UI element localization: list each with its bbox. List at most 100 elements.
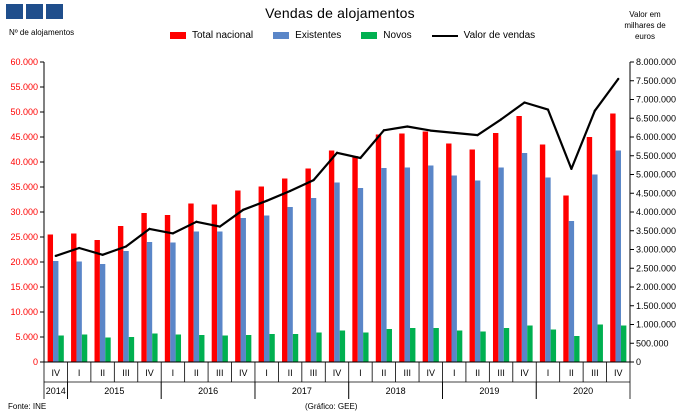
quarter-label: IV: [614, 368, 623, 378]
quarter-label: I: [78, 368, 81, 378]
quarter-label: III: [216, 368, 224, 378]
right-axis-tick-label: 5.500.000: [636, 151, 676, 161]
line-point-sales-value: [124, 245, 128, 248]
quarter-label: I: [265, 368, 268, 378]
bar-new: [269, 334, 275, 362]
left-axis-tick-label: 50.000: [10, 107, 38, 117]
bar-total: [305, 168, 311, 362]
bar-total: [586, 137, 593, 362]
bar-existing: [263, 215, 270, 362]
right-axis-tick-label: 6.000.000: [636, 132, 676, 142]
bar-existing: [521, 153, 528, 362]
bar-total: [282, 178, 288, 362]
bar-existing: [428, 165, 434, 362]
bar-existing: [170, 242, 176, 362]
line-point-sales-value: [546, 108, 550, 111]
bar-new: [199, 335, 205, 362]
bar-existing: [334, 182, 340, 362]
bar-new: [574, 336, 580, 362]
line-point-sales-value: [617, 77, 620, 80]
line-point-sales-value: [195, 220, 198, 223]
bar-existing: [545, 177, 551, 362]
bar-new: [550, 329, 557, 362]
year-label: 2020: [573, 386, 593, 396]
legend-item-total: Total nacional: [170, 30, 253, 41]
bar-existing: [615, 150, 621, 362]
bar-new: [410, 328, 416, 362]
year-label: 2016: [198, 386, 218, 396]
legend-label-value: Valor de vendas: [463, 30, 536, 41]
bar-new: [175, 334, 182, 362]
bar-total: [446, 143, 452, 362]
bar-total: [164, 215, 171, 362]
left-axis-tick-label: 15.000: [10, 282, 38, 292]
bar-total: [469, 149, 475, 362]
bar-total: [610, 113, 616, 362]
bar-existing: [146, 242, 153, 362]
quarter-label: III: [404, 368, 412, 378]
quarter-label: III: [310, 368, 318, 378]
bar-existing: [217, 231, 223, 362]
bar-new: [152, 333, 158, 362]
line-point-sales-value: [382, 129, 385, 132]
left-axis-tick-label: 30.000: [10, 207, 38, 217]
bar-new: [597, 324, 603, 362]
legend-item-value: Valor de vendas: [431, 30, 536, 41]
quarter-label: II: [288, 368, 293, 378]
gee-logo: [6, 4, 63, 19]
bar-total: [328, 150, 335, 362]
quarter-label: III: [122, 368, 130, 378]
right-axis-tick-label: 3.500.000: [636, 226, 676, 236]
bar-existing: [404, 167, 411, 362]
bar-existing: [76, 261, 82, 362]
year-label: 2015: [104, 386, 124, 396]
bar-existing: [287, 207, 293, 362]
quarter-label: I: [172, 368, 175, 378]
bar-new: [620, 325, 627, 362]
year-label: 2017: [292, 386, 312, 396]
line-point-sales-value: [406, 125, 409, 128]
right-axis-tick-label: 5.000.000: [636, 170, 676, 180]
line-point-sales-value: [218, 225, 221, 228]
legend-label-new: Novos: [383, 30, 412, 41]
legend-swatch-value: [431, 34, 458, 37]
logo-square: [6, 4, 23, 19]
bar-total: [188, 203, 194, 362]
bar-total: [352, 156, 358, 362]
logo-square: [26, 4, 43, 19]
bar-total: [375, 134, 382, 362]
line-point-sales-value: [429, 129, 432, 132]
quarter-label: I: [359, 368, 362, 378]
bar-total: [235, 190, 241, 362]
legend: Total nacional Existentes Novos Valor de…: [170, 30, 535, 41]
left-axis-tick-label: 0: [33, 357, 38, 367]
bar-new: [527, 325, 533, 362]
quarter-label: IV: [333, 368, 342, 378]
quarter-label: IV: [239, 368, 248, 378]
bar-existing: [357, 188, 364, 362]
right-axis-tick-label: 7.500.000: [636, 76, 676, 86]
bar-existing: [310, 198, 317, 362]
line-point-sales-value: [101, 253, 104, 256]
logo-square: [46, 4, 63, 19]
left-axis-label: Nº de alojamentos: [9, 28, 75, 37]
bar-new: [503, 328, 510, 362]
quarter-label: II: [569, 368, 574, 378]
year-label: 2019: [479, 386, 499, 396]
bar-existing: [474, 180, 481, 362]
left-axis-tick-label: 55.000: [10, 82, 38, 92]
left-axis-tick-label: 35.000: [10, 182, 38, 192]
left-axis-tick-label: 25.000: [10, 232, 38, 242]
quarter-label: IV: [520, 368, 529, 378]
bar-existing: [381, 168, 387, 362]
bar-new: [480, 331, 486, 362]
quarter-label: I: [547, 368, 550, 378]
bar-new: [128, 337, 135, 362]
quarter-label: IV: [427, 368, 436, 378]
legend-item-existing: Existentes: [273, 30, 341, 41]
bar-total: [117, 226, 124, 362]
bar-existing: [592, 174, 598, 362]
line-point-sales-value: [54, 254, 57, 257]
bar-total: [258, 186, 264, 362]
